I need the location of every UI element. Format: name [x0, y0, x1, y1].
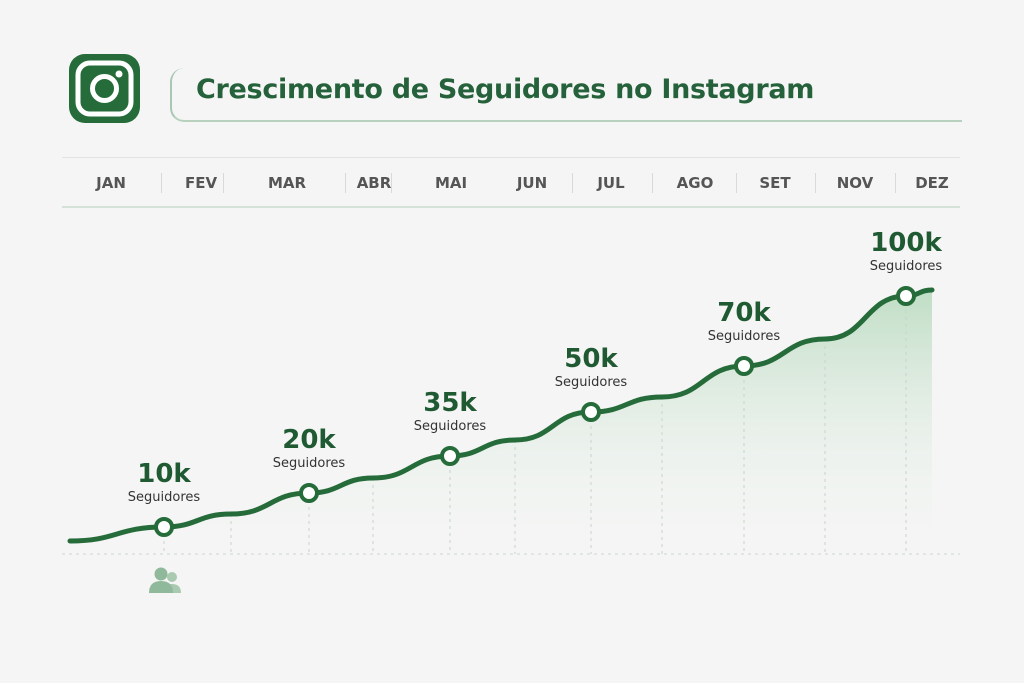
data-label-unit: Seguidores: [273, 456, 346, 471]
data-label-unit: Seguidores: [870, 259, 943, 274]
month-separator: [391, 173, 392, 193]
data-label-unit: Seguidores: [414, 419, 487, 434]
month-label-mar: MAR: [267, 174, 307, 192]
data-point: [299, 483, 319, 503]
data-point: [154, 517, 174, 537]
data-point: [440, 446, 460, 466]
month-label-jun: JUN: [516, 174, 548, 192]
data-label-unit: Seguidores: [555, 375, 628, 390]
data-label-value: 70k: [717, 298, 771, 328]
data-label-value: 35k: [423, 388, 477, 418]
data-point: [581, 402, 601, 422]
data-label-value: 100k: [870, 228, 942, 258]
month-separator: [161, 173, 162, 193]
area-fill: [70, 290, 932, 554]
month-separator: [895, 173, 896, 193]
month-label-dez: DEZ: [915, 174, 949, 192]
series-line: [67, 287, 935, 544]
month-separator: [345, 173, 346, 193]
data-label-value: 10k: [137, 459, 191, 489]
month-separator: [652, 173, 653, 193]
month-label-abr: ABR: [356, 174, 392, 192]
month-label-nov: NOV: [836, 174, 874, 192]
month-separator: [572, 173, 573, 193]
month-axis: JAN FEV MAR ABR MAI JUN JUL AGO SET NOV DEZ: [62, 157, 960, 208]
data-point: [734, 356, 754, 376]
data-label-unit: Seguidores: [128, 490, 201, 505]
month-label-set: SET: [759, 174, 791, 192]
data-label-unit: Seguidores: [708, 329, 781, 344]
month-separator: [223, 173, 224, 193]
month-label-jul: JUL: [597, 174, 625, 192]
data-label-value: 50k: [564, 344, 618, 374]
month-label-fev: FEV: [184, 174, 218, 192]
month-label-mai: MAI: [434, 174, 468, 192]
month-separator: [815, 173, 816, 193]
data-label-value: 20k: [282, 425, 336, 455]
month-label-jan: JAN: [96, 174, 126, 192]
month-label-ago: AGO: [676, 174, 714, 192]
month-separator: [736, 173, 737, 193]
title-frame: [170, 68, 962, 122]
page-title: Crescimento de Seguidores no Instagram: [196, 74, 815, 105]
instagram-icon: [69, 54, 140, 123]
data-point: [896, 286, 916, 306]
